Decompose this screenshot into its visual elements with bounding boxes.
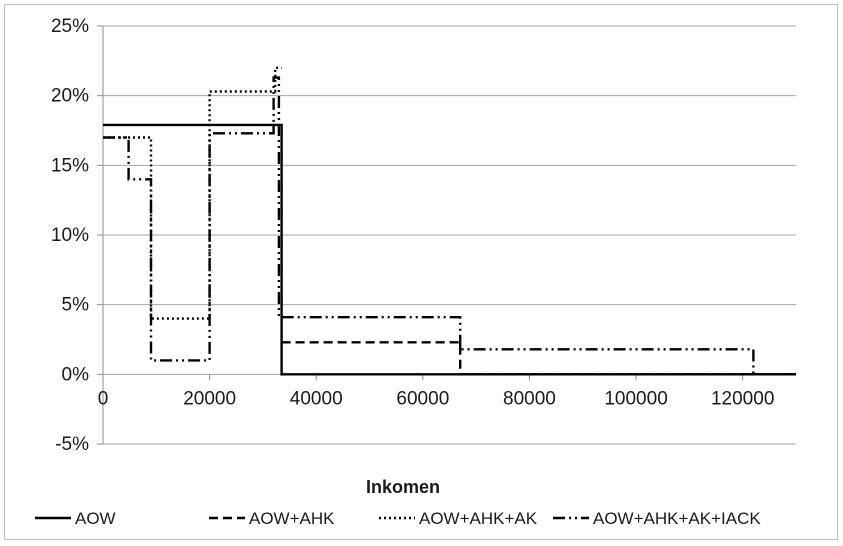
x-tick-label-2: 40000 — [290, 388, 343, 409]
y-tick-label-0: -5% — [55, 434, 89, 455]
y-tick-label-3: 10% — [51, 225, 89, 246]
legend: AOW AOW+AHK AOW+AHK+AK AOW+AHK+AK+IACK — [35, 509, 761, 528]
y-tick-label-4: 15% — [51, 155, 89, 176]
legend-label-aow-ahk-ak-iack: AOW+AHK+AK+IACK — [593, 509, 761, 528]
x-tick-label-3: 60000 — [396, 388, 449, 409]
legend-label-aow-ahk: AOW+AHK — [249, 509, 335, 528]
x-tick-label-0: 0 — [98, 388, 109, 409]
x-tick-label-4: 80000 — [503, 388, 556, 409]
tick-labels: -5% 0% 5% 10% 15% 20% 25% 0 20000 40000 60000 80000… — [51, 16, 774, 455]
y-tick-label-5: 20% — [51, 86, 89, 107]
line-chart: -5% 0% 5% 10% 15% 20% 25% 0 20000 40000 60000 80000… — [35, 16, 796, 528]
y-tick-label-2: 5% — [62, 295, 90, 316]
gridlines — [103, 25, 796, 445]
axes — [97, 25, 744, 445]
legend-label-aow: AOW — [75, 509, 116, 528]
x-tick-label-5: 100000 — [604, 388, 667, 409]
legend-label-aow-ahk-ak: AOW+AHK+AK — [419, 509, 538, 528]
chart-frame: -5% 0% 5% 10% 15% 20% 25% 0 20000 40000 60000 80000… — [4, 4, 838, 540]
series-line-aow — [103, 123, 796, 376]
x-axis-title: Inkomen — [366, 477, 440, 497]
series-line-aow-ahk — [281, 341, 796, 376]
series-line-aow-ahk-ak — [103, 66, 282, 320]
x-tick-label-1: 20000 — [183, 388, 236, 409]
series-line-aow-ahk-ak-iack — [103, 76, 796, 376]
x-tick-label-6: 120000 — [711, 388, 774, 409]
plot-area — [103, 66, 796, 376]
y-tick-label-1: 0% — [62, 364, 90, 385]
y-tick-label-6: 25% — [51, 16, 89, 37]
